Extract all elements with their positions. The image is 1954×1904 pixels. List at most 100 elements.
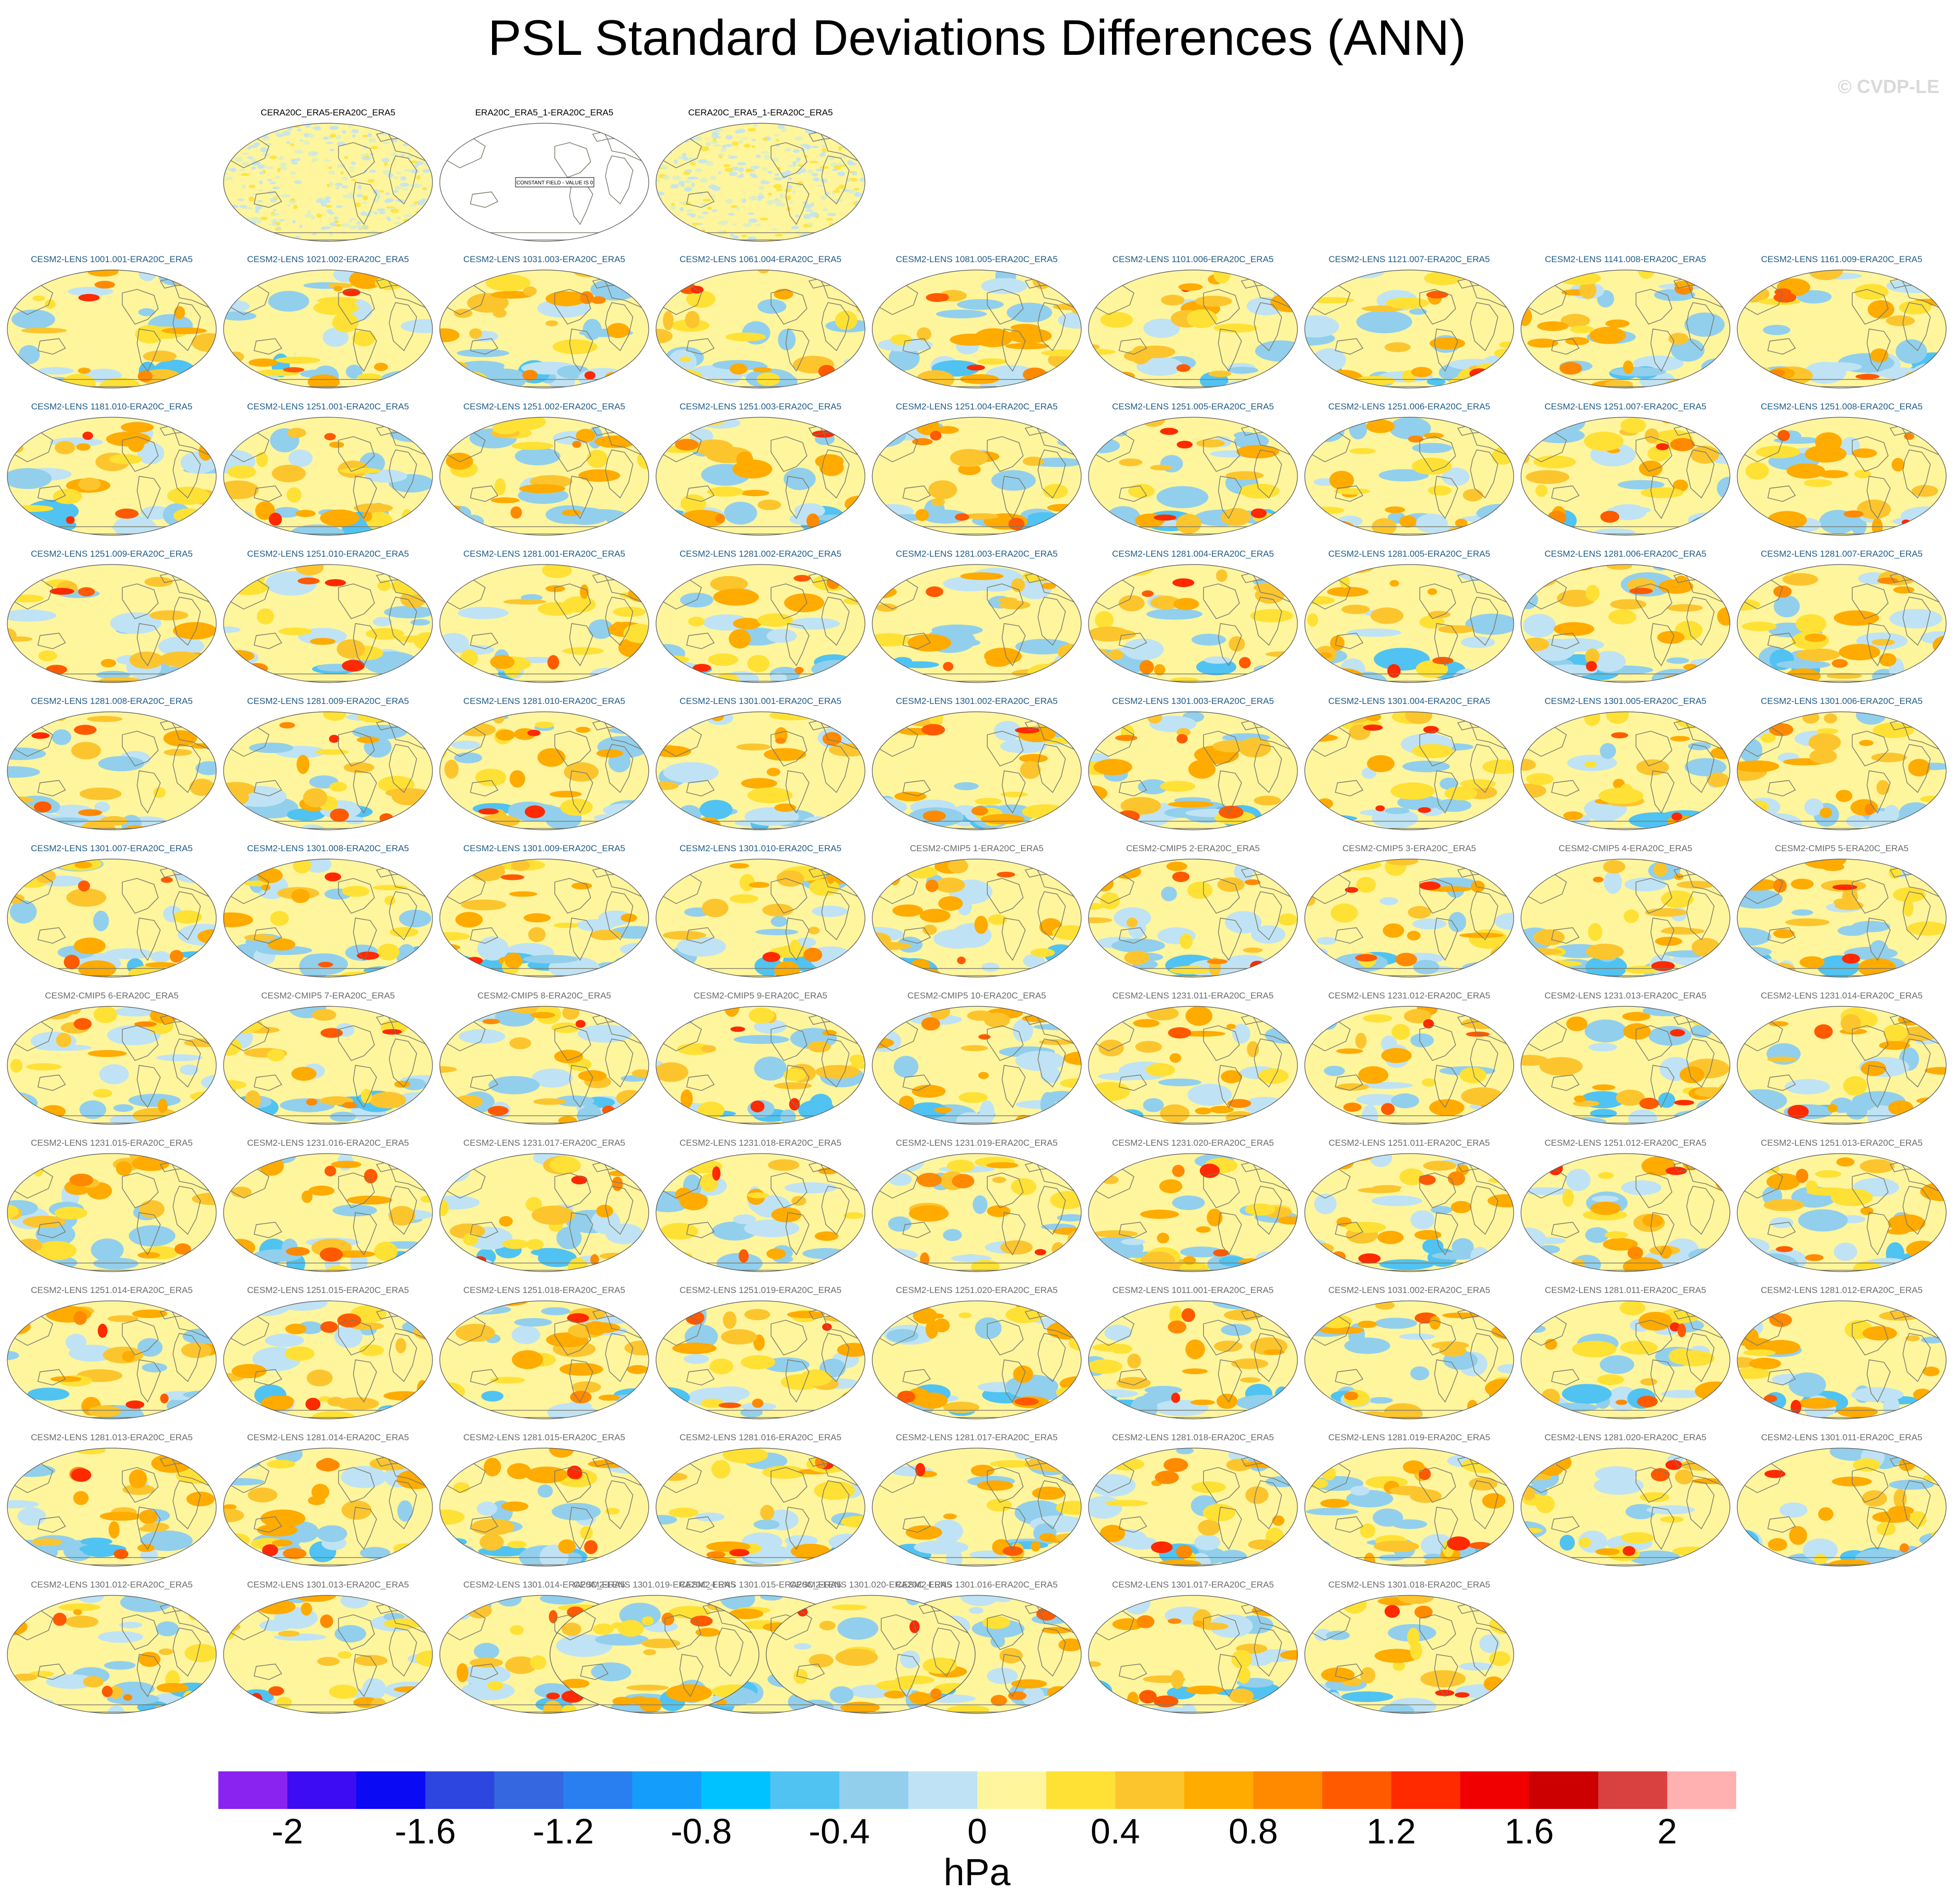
field-blob (567, 1313, 589, 1323)
field-blob (661, 165, 669, 170)
map-border (872, 1448, 1082, 1567)
field-blob (292, 219, 296, 224)
field-blob (7, 665, 24, 677)
field-blob (1336, 1048, 1363, 1054)
field-blob (369, 1456, 412, 1471)
map-border (872, 564, 1082, 683)
field-blob (1526, 470, 1570, 484)
field-blob (1782, 573, 1818, 586)
field-blob (553, 339, 598, 355)
field-blob (137, 1544, 155, 1552)
field-blob (1621, 1532, 1654, 1544)
field-blob (357, 373, 382, 381)
field-blob (461, 565, 493, 572)
field-blob (1605, 380, 1633, 388)
field-blob (836, 239, 846, 241)
field-blob (244, 934, 275, 942)
field-blob (846, 178, 852, 182)
field-blob (1492, 665, 1514, 674)
field-blob (320, 1321, 338, 1333)
field-blob (183, 1701, 205, 1713)
field-blob (711, 1460, 731, 1479)
panel-label: CESM2-LENS 1281.009-ERA20C_ERA5 (247, 696, 409, 706)
field-blob (623, 1100, 649, 1124)
field-blob (730, 363, 747, 375)
field-blob (1495, 1395, 1512, 1403)
field-blob (7, 417, 35, 426)
map-plot (439, 1006, 649, 1125)
field-blob (1562, 1384, 1612, 1404)
field-blob (839, 161, 843, 166)
map-plot (7, 1006, 217, 1125)
field-blob (914, 1540, 969, 1555)
field-blob (687, 177, 694, 180)
field-blob (658, 368, 703, 388)
field-blob (832, 190, 840, 193)
field-blob (305, 213, 313, 218)
field-blob (501, 1501, 529, 1511)
coastline (808, 1014, 825, 1025)
field-blob (1008, 518, 1025, 531)
field-blob (403, 214, 412, 218)
field-blob (987, 1205, 1011, 1217)
field-blob (660, 859, 697, 869)
coastline (376, 572, 392, 583)
field-blob (224, 1409, 237, 1418)
coastline (353, 182, 377, 225)
field-blob (224, 626, 241, 633)
field-blob (356, 194, 363, 197)
coastline (569, 918, 593, 961)
field-blob (791, 226, 799, 230)
map-panel: CESM2-CMIP5 1-ERA20C_ERA5 (869, 843, 1084, 990)
field-blob (682, 224, 692, 229)
field-blob (227, 227, 235, 231)
field-blob (293, 205, 298, 209)
coastline (1902, 449, 1931, 499)
field-blob (1408, 906, 1432, 919)
field-blob (1034, 1249, 1046, 1255)
field-blob (777, 124, 785, 129)
coastline (770, 1467, 808, 1503)
field-blob (1785, 918, 1830, 926)
field-blob (1157, 1232, 1169, 1244)
field-blob (703, 198, 711, 202)
field-blob (328, 211, 335, 215)
field-blob (575, 1020, 586, 1028)
field-blob (875, 603, 897, 612)
coastline (770, 289, 808, 325)
field-blob (1168, 801, 1214, 808)
field-blob (1258, 1068, 1289, 1084)
map-plot: CONSTANT FIELD - VALUE IS 0 (439, 123, 649, 242)
field-blob (1604, 871, 1622, 894)
field-blob (639, 565, 649, 580)
coastline (808, 278, 825, 289)
field-blob (909, 1205, 949, 1222)
field-blob (814, 946, 847, 956)
field-blob (177, 1448, 206, 1458)
panel-label: CESM2-LENS 1161.009-ERA20C_ERA5 (1761, 254, 1923, 264)
field-blob (1207, 1208, 1223, 1227)
field-blob (663, 712, 696, 721)
field-blob (1843, 510, 1864, 518)
field-blob (1419, 1174, 1436, 1185)
field-blob (1019, 754, 1048, 763)
field-blob (685, 311, 700, 328)
field-blob (299, 824, 325, 830)
map-border (1304, 269, 1514, 389)
field-blob (236, 232, 245, 236)
field-blob (754, 1056, 787, 1081)
field-blob (509, 1037, 531, 1050)
field-blob (514, 1318, 552, 1327)
field-blob (500, 874, 524, 880)
field-blob (726, 135, 733, 140)
field-blob (564, 762, 599, 782)
map-panel: CESM2-LENS 1251.009-ERA20C_ERA5 (4, 549, 219, 695)
map-panel: CESM2-LENS 1231.016-ERA20C_ERA5 (220, 1138, 436, 1284)
field-blob (346, 365, 363, 379)
field-blob (227, 465, 256, 479)
field-blob (839, 155, 848, 158)
field-blob (1250, 960, 1266, 971)
field-blob (440, 1200, 449, 1216)
field-blob (1715, 1172, 1728, 1190)
